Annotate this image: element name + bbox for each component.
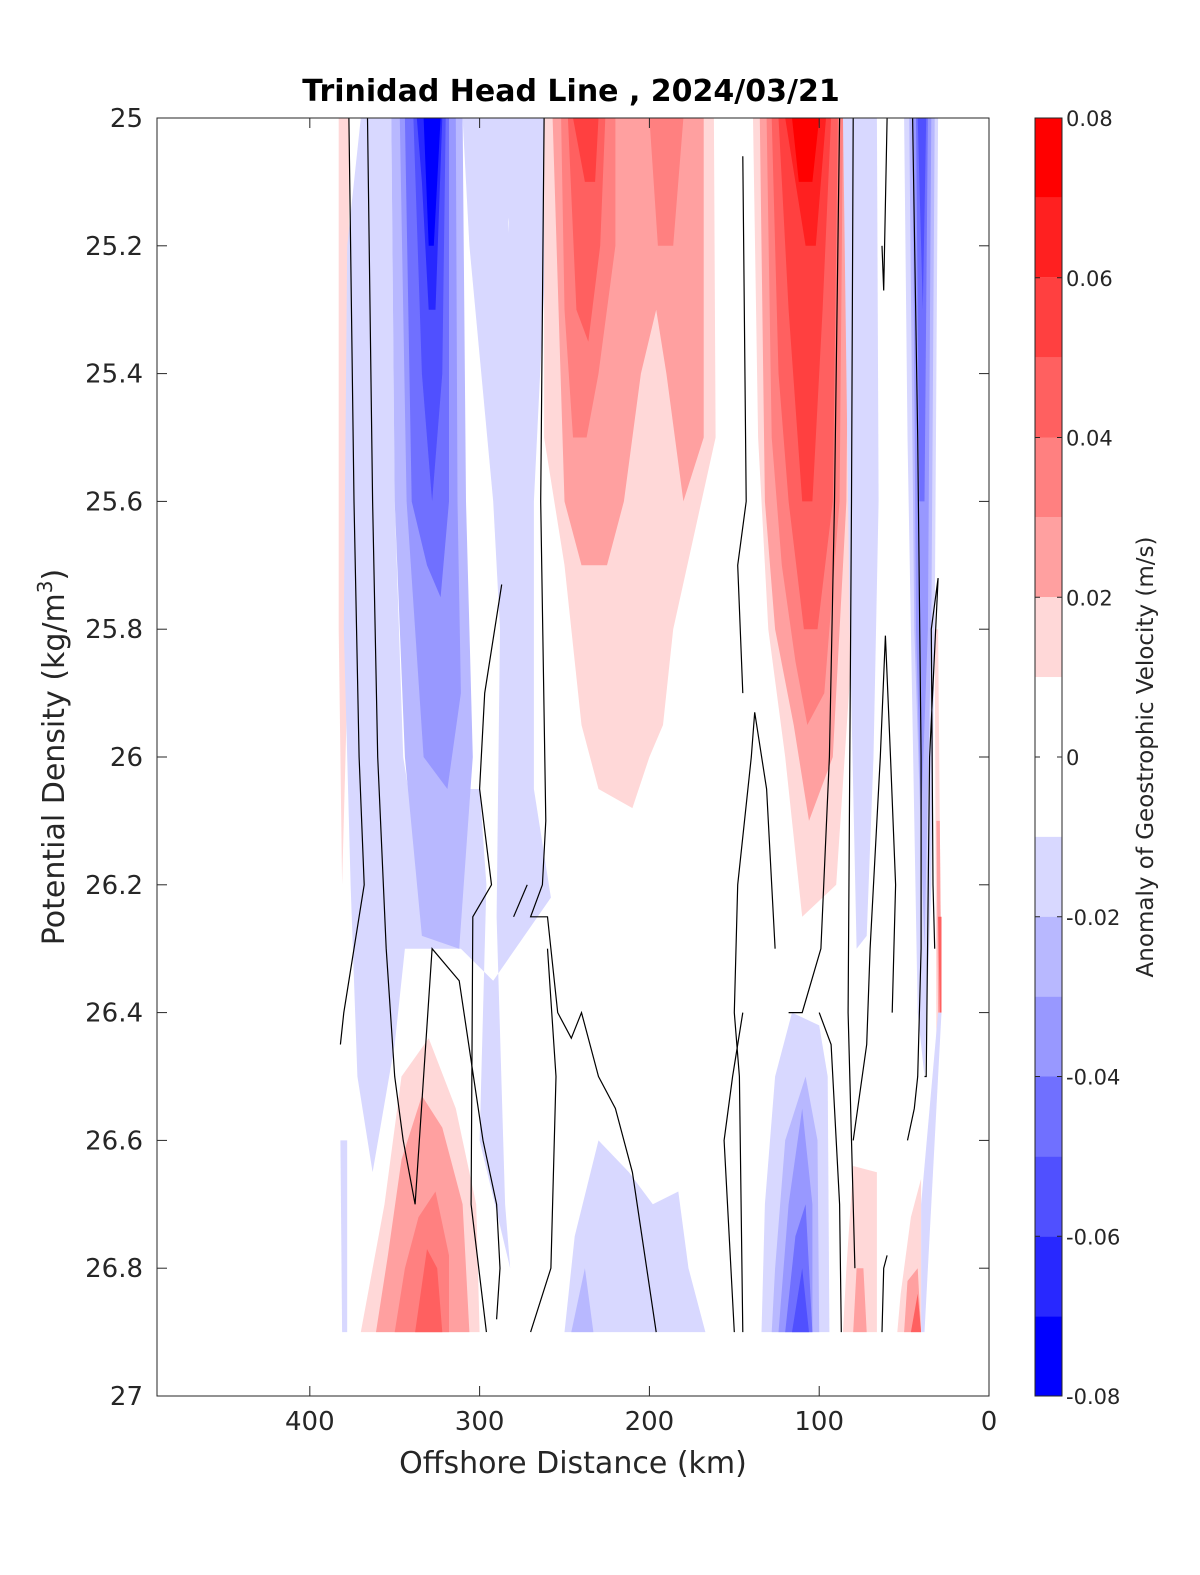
x-axis-label: Offshore Distance (km) [399,1446,747,1481]
y-tick-label: 27 [110,1382,143,1412]
zero-contour-2 [470,584,503,1333]
colorbar-tick-label: -0.08 [1066,1385,1120,1409]
zero-contour-11 [881,117,888,291]
y-axis: 25 25.2 25.4 25.6 25.8 26 26.2 26.4 26.6 26.8 27 [85,104,989,1412]
y-axis-label: Potential Density (kg/m3) [33,569,72,945]
colorbar-swatch-5 [1035,517,1062,598]
contour-fill-41 [785,1204,813,1333]
colorbar-swatch-13 [1035,1236,1062,1317]
colorbar-swatch-4 [1035,437,1062,518]
zero-contour-14 [852,635,897,1141]
zero-contour-6 [513,884,528,918]
contour-fill-13 [567,118,606,342]
colorbar-tick-label: 0.02 [1066,586,1113,610]
zero-contour-5 [737,156,747,694]
y-tick-label: 26.8 [85,1254,143,1284]
y-tick-label: 26.6 [85,1126,143,1156]
contour-fill-35 [415,1249,443,1333]
colorbar-swatch-14 [1035,1316,1062,1396]
contour-fill-36 [564,1140,706,1333]
velocity-contour-fills [338,118,942,1333]
y-tick-label: 25.4 [85,360,143,390]
zero-contour-0 [339,117,365,1045]
zero-contour-16 [924,578,939,1078]
contour-fill-47 [910,1293,922,1333]
zero-contour-lines [339,117,939,1333]
zero-contour-3 [529,117,657,1333]
y-axis-label-superscript: 3 [33,580,57,593]
zero-contour-15 [906,117,922,1141]
chart-title: Trinidad Head Line , 2024/03/21 [302,74,839,109]
contour-fill-31 [340,1140,348,1333]
colorbar-tick-label: -0.06 [1066,1225,1120,1249]
x-axis: 400 300 200 100 0 [285,118,997,1437]
y-tick-label: 26 [110,743,143,773]
contour-fill-12 [649,118,684,246]
colorbar-tick-label: 0 [1066,746,1079,770]
colorbar-swatch-11 [1035,1076,1062,1157]
contour-fill-48 [921,1012,942,1333]
y-tick-label: 25.2 [85,232,143,262]
x-tick-label: 400 [285,1407,335,1437]
x-tick-label: 100 [794,1407,844,1437]
contour-fill-1 [343,118,553,1269]
colorbar [1034,117,1063,1397]
contour-fill-42 [792,1268,809,1333]
colorbar-tick-label: 0.04 [1066,427,1113,451]
colorbar-ticks: 0.08 0.06 0.04 0.02 0 -0.02 -0.04 -0.06 -0.08 [1035,107,1120,1409]
colorbar-swatch-1 [1035,197,1062,278]
x-tick-label: 0 [981,1407,998,1437]
x-tick-label: 200 [625,1407,675,1437]
y-tick-label: 26.2 [85,871,143,901]
contour-fill-7 [423,118,441,246]
y-axis-label-close: ) [37,569,72,581]
contour-fill-30 [938,916,942,1013]
colorbar-swatch-2 [1035,277,1062,358]
colorbar-tick-label: 0.06 [1066,267,1113,291]
colorbar-swatch-8 [1035,836,1062,917]
zero-contour-9 [723,1012,744,1333]
colorbar-label: Anomaly of Geostrophic Velocity (m/s) [1133,537,1159,978]
contour-fill-44 [853,1268,867,1333]
zero-contour-10 [818,1012,842,1333]
colorbar-swatch-9 [1035,916,1062,997]
colorbar-tick-label: -0.04 [1066,1066,1120,1090]
x-tick-label: 300 [455,1407,505,1437]
zero-contour-4 [530,948,557,1333]
colorbar-swatch-0 [1035,118,1062,198]
contour-fill-37 [571,1268,594,1333]
contour-fill-8 [496,118,523,246]
zero-contour-1 [366,117,501,1320]
y-tick-label: 26.4 [85,999,143,1029]
y-axis-label-main: Potential Density (kg/m [37,593,72,945]
y-tick-label: 25.8 [85,615,143,645]
colorbar-tick-label: 0.08 [1066,107,1113,131]
colorbar-tick-label: -0.02 [1066,906,1120,930]
zero-contour-12 [881,1255,888,1333]
contour-fill-43 [843,1166,877,1333]
y-tick-label: 25.6 [85,487,143,517]
colorbar-swatch-10 [1035,996,1062,1077]
colorbar-swatch-3 [1035,357,1062,438]
contour-fill-27 [917,118,927,310]
contour-fill-21 [792,118,820,182]
y-tick-label: 25 [110,104,143,134]
colorbar-swatch-12 [1035,1156,1062,1237]
contour-fill-26 [916,118,928,502]
zero-contour-13 [847,117,856,1269]
zero-contour-8 [788,117,841,1014]
colorbar-swatch-6 [1035,597,1062,678]
zero-contour-7 [733,712,776,1333]
contour-fill-14 [573,118,599,182]
